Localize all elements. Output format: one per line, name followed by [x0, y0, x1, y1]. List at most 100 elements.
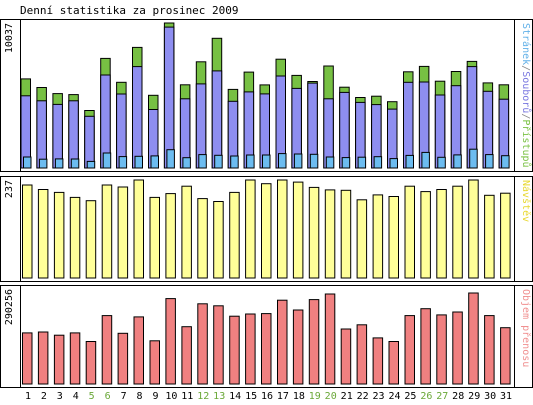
bar-kb-Objem přenosu-day-31	[500, 327, 511, 385]
bar-visits-Návštěv-day-17	[277, 179, 288, 279]
x-tick-label-21: 21	[341, 391, 353, 402]
x-tick-label-11: 11	[181, 391, 193, 402]
bar-visits-Návštěv-day-1	[22, 184, 33, 279]
panel-plot-area	[20, 176, 515, 282]
x-tick-label-25: 25	[404, 391, 416, 402]
bar-kb-Objem přenosu-day-21	[340, 328, 352, 385]
bar-hits-Stránek-day-5	[86, 160, 96, 169]
bar-visits-Návštěv-day-8	[133, 179, 144, 279]
bar-kb-Objem přenosu-day-23	[372, 337, 384, 385]
bar-visits-Návštěv-day-29	[468, 179, 479, 279]
bar-kb-Objem přenosu-day-3	[53, 334, 65, 385]
x-tick-label-7: 7	[121, 391, 127, 402]
bar-visits-Návštěv-day-28	[452, 185, 463, 279]
x-tick-label-12: 12	[197, 391, 209, 402]
bar-visits-Návštěv-day-22	[356, 199, 368, 279]
bar-kb-Objem přenosu-day-8	[133, 316, 144, 385]
bar-kb-Objem přenosu-day-26	[420, 308, 431, 385]
bar-kb-Objem přenosu-day-17	[277, 299, 288, 385]
bar-kb-Objem přenosu-day-2	[37, 331, 49, 385]
bar-hits-Stránek-day-2	[38, 158, 48, 169]
bar-kb-Objem přenosu-day-6	[101, 315, 113, 385]
bar-kb-Objem přenosu-day-10	[165, 298, 176, 385]
bar-hits-Stránek-day-23	[373, 156, 383, 169]
x-tick-label-16: 16	[261, 391, 273, 402]
x-tick-label-4: 4	[73, 391, 79, 402]
bar-visits-Návštěv-day-10	[165, 193, 176, 279]
bar-kb-Objem přenosu-day-9	[149, 340, 160, 385]
bar-hits-Stránek-day-21	[341, 157, 351, 169]
bar-hits-Stránek-day-26	[421, 151, 430, 169]
bar-kb-Objem přenosu-day-7	[117, 332, 129, 385]
bar-hits-Stránek-day-25	[405, 154, 414, 169]
bar-visits-Návštěv-day-12	[197, 198, 208, 279]
bar-hits-Souborů-day-8	[132, 66, 143, 169]
bar-visits-Návštěv-day-13	[213, 201, 224, 279]
bar-visits-Návštěv-day-3	[53, 191, 65, 279]
x-tick-label-9: 9	[152, 391, 158, 402]
bar-visits-Návštěv-day-26	[420, 191, 431, 279]
x-tick-label-18: 18	[293, 391, 305, 402]
bar-hits-Stránek-day-20	[325, 156, 335, 169]
panel-max-label: 237	[4, 180, 15, 198]
x-tick-label-17: 17	[277, 391, 289, 402]
bar-kb-Objem přenosu-day-1	[22, 332, 33, 385]
bar-kb-Objem přenosu-day-18	[292, 309, 304, 385]
panel-plot-area	[20, 285, 515, 388]
bar-hits-Stránek-day-4	[70, 158, 80, 169]
bar-kb-Objem přenosu-day-28	[452, 311, 463, 385]
x-tick-label-13: 13	[213, 391, 225, 402]
bar-hits-Stránek-day-15	[246, 154, 255, 169]
x-tick-label-29: 29	[468, 391, 480, 402]
x-tick-label-22: 22	[357, 391, 369, 402]
bar-visits-Návštěv-day-27	[436, 189, 447, 279]
bar-hits-Stránek-day-14	[230, 155, 239, 169]
bar-hits-Stránek-day-3	[54, 158, 64, 169]
bar-visits-Návštěv-day-24	[388, 196, 399, 279]
panel-max-label: 10037	[4, 23, 15, 53]
bar-visits-Návštěv-day-6	[101, 184, 113, 279]
x-tick-label-2: 2	[41, 391, 47, 402]
x-tick-label-5: 5	[89, 391, 95, 402]
bar-kb-Objem přenosu-day-15	[245, 313, 256, 385]
bar-kb-Objem přenosu-day-4	[69, 332, 81, 385]
bar-hits-Stránek-day-7	[118, 156, 128, 169]
bar-visits-Návštěv-day-23	[372, 194, 384, 279]
bar-visits-Návštěv-day-9	[149, 196, 160, 279]
bar-hits-Stránek-day-9	[150, 155, 159, 169]
bar-hits-Stránek-day-12	[198, 154, 207, 169]
bar-visits-Návštěv-day-20	[324, 189, 336, 279]
bar-kb-Objem přenosu-day-20	[324, 293, 336, 385]
bar-kb-Objem přenosu-day-12	[197, 303, 208, 385]
bar-kb-Objem přenosu-day-13	[213, 305, 224, 385]
x-tick-label-15: 15	[245, 391, 257, 402]
bar-hits-Stránek-day-6	[102, 152, 112, 169]
bar-kb-Objem přenosu-day-16	[261, 313, 272, 385]
bar-hits-Stránek-day-13	[214, 154, 223, 169]
bar-hits-Stránek-day-18	[293, 153, 303, 169]
bar-visits-Návštěv-day-19	[308, 186, 320, 279]
bar-visits-Návštěv-day-16	[261, 183, 272, 279]
bar-kb-Objem přenosu-day-30	[484, 315, 495, 385]
bar-hits-Stránek-day-29	[469, 148, 478, 169]
panel-max-label: 290256	[4, 289, 15, 325]
x-tick-label-14: 14	[229, 391, 241, 402]
x-tick-label-10: 10	[165, 391, 177, 402]
bar-hits-Stránek-day-19	[309, 153, 319, 169]
x-tick-label-20: 20	[325, 391, 337, 402]
x-tick-label-30: 30	[484, 391, 496, 402]
bar-hits-Stránek-day-10	[166, 149, 175, 169]
bar-hits-Souborů-day-21	[339, 91, 350, 169]
x-axis-tick-labels: 1 2 3 4 5 6 7 8 9 10 11 12 13 14 15 16 17 18 19 20 21 22 23 24 2…	[25, 391, 512, 402]
bar-kb-Objem přenosu-day-19	[308, 299, 320, 385]
bar-kb-Objem přenosu-day-25	[404, 315, 415, 385]
bar-visits-Návštěv-day-18	[292, 181, 304, 279]
x-tick-label-26: 26	[420, 391, 432, 402]
bar-hits-Souborů-day-2	[36, 100, 47, 169]
bar-visits-Návštěv-day-2	[37, 189, 49, 279]
chart-title: Denní statistika za prosinec 2009	[20, 4, 239, 17]
bar-hits-Stránek-day-11	[182, 157, 191, 169]
bar-hits-Souborů-day-5	[84, 115, 95, 169]
